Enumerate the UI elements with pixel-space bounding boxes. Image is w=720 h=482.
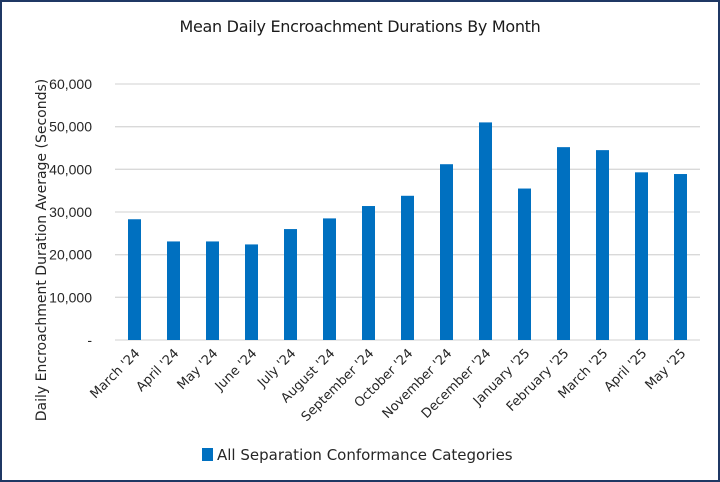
y-tick-label: 30,000 (49, 204, 92, 220)
chart-title: Mean Daily Encroachment Durations By Mon… (179, 17, 541, 36)
y-tick-label: 40,000 (49, 161, 92, 177)
bar (518, 188, 531, 340)
bar (635, 172, 648, 340)
x-tick-label: December '24 (419, 346, 494, 421)
x-tick-label: June '24 (212, 346, 260, 394)
y-axis-label: Daily Encroachment Duration Average (Sec… (34, 79, 50, 421)
bar (440, 164, 453, 340)
legend-label: All Separation Conformance Categories (217, 446, 513, 464)
x-tick-label: April '25 (602, 346, 651, 395)
x-tick-label: November '24 (380, 346, 456, 422)
bar (167, 241, 180, 340)
y-tick-label: 10,000 (49, 289, 92, 305)
bar (674, 174, 687, 340)
y-tick-label: 60,000 (49, 76, 92, 92)
bar (284, 229, 297, 340)
bar (206, 241, 219, 340)
bar (596, 150, 609, 340)
bar (245, 244, 258, 340)
bar (362, 206, 375, 340)
x-tick-label: March '24 (88, 346, 144, 402)
bar (323, 218, 336, 340)
bar (128, 219, 141, 340)
y-tick-label: 20,000 (49, 247, 92, 263)
bar (557, 147, 570, 340)
y-tick-label: - (87, 332, 92, 348)
x-tick-label: May '25 (643, 346, 690, 393)
y-tick-label: 50,000 (49, 119, 92, 135)
x-tick-label: April '24 (134, 346, 183, 395)
legend-swatch (202, 448, 213, 461)
bar (479, 122, 492, 341)
bar (401, 195, 414, 340)
